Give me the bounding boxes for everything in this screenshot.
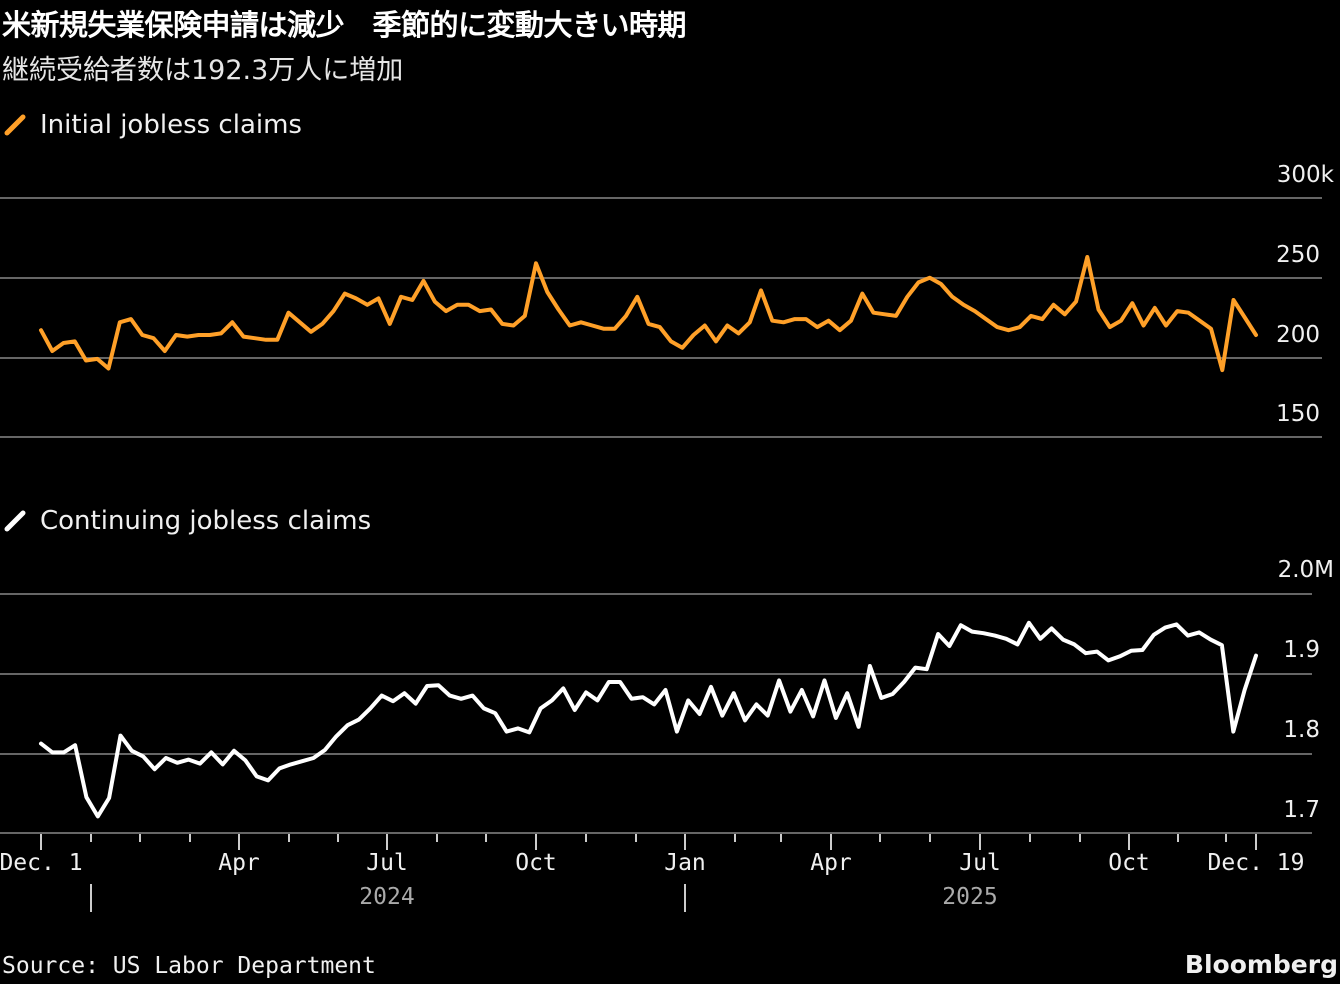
continuing-claims-line bbox=[39, 620, 1258, 819]
x-tick-label: Oct bbox=[515, 850, 557, 876]
y-tick-label: 300k bbox=[1276, 162, 1334, 188]
initial-claims-line bbox=[39, 255, 1258, 373]
legend-initial-claims: Initial jobless claims bbox=[4, 110, 302, 140]
x-tick-label: Apr bbox=[218, 850, 260, 876]
x-tick-label: Oct bbox=[1108, 850, 1150, 876]
x-tick-label: Dec. 19 bbox=[1207, 850, 1305, 876]
bloomberg-logo: Bloomberg bbox=[1184, 950, 1338, 979]
legend-continuing-claims: Continuing jobless claims bbox=[4, 506, 371, 536]
chart-title: 米新規失業保険申請は減少 季節的に変動大きい時期 bbox=[2, 8, 687, 42]
y-tick-label: 150 bbox=[1276, 401, 1320, 427]
y-tick-label: 1.7 bbox=[1283, 797, 1320, 823]
gridlines bbox=[0, 197, 1322, 834]
y-tick-label: 200 bbox=[1276, 322, 1320, 348]
x-year-label: 2024 bbox=[359, 884, 415, 910]
x-tick-label: Jul bbox=[366, 850, 408, 876]
x-tick-label: Dec. 1 bbox=[0, 850, 83, 876]
x-tick-label: Jul bbox=[959, 850, 1001, 876]
y-tick-label: 1.9 bbox=[1283, 637, 1320, 663]
y-tick-label: 2.0M bbox=[1277, 557, 1334, 583]
legend-label: Continuing jobless claims bbox=[40, 506, 372, 536]
source-note: Source: US Labor Department bbox=[2, 953, 376, 979]
x-year-label: 2025 bbox=[942, 884, 998, 910]
orange-slash-line-icon bbox=[4, 114, 26, 136]
y-tick-label: 1.8 bbox=[1283, 717, 1320, 743]
chart-subtitle: 継続受給者数は192.3万人に増加 bbox=[2, 55, 404, 86]
y-tick-label: 250 bbox=[1276, 242, 1320, 268]
legend-label: Initial jobless claims bbox=[40, 110, 302, 140]
x-tick-label: Jan bbox=[664, 850, 706, 876]
white-slash-line-icon bbox=[4, 510, 26, 532]
x-axis-ticks bbox=[40, 834, 1257, 912]
x-tick-label: Apr bbox=[810, 850, 852, 876]
